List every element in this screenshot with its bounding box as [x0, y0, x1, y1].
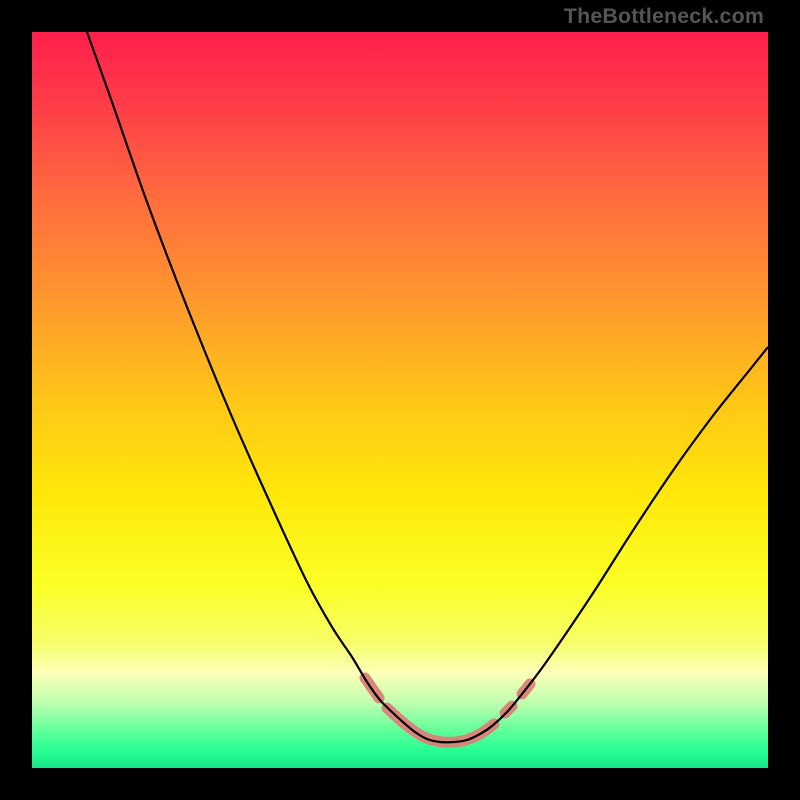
- chart-frame: TheBottleneck.com: [0, 0, 800, 800]
- curve-path: [87, 32, 768, 742]
- bottleneck-curve: [32, 32, 768, 768]
- watermark-text: TheBottleneck.com: [564, 4, 764, 29]
- plot-area: [32, 32, 768, 768]
- nodule-segment: [387, 708, 494, 742]
